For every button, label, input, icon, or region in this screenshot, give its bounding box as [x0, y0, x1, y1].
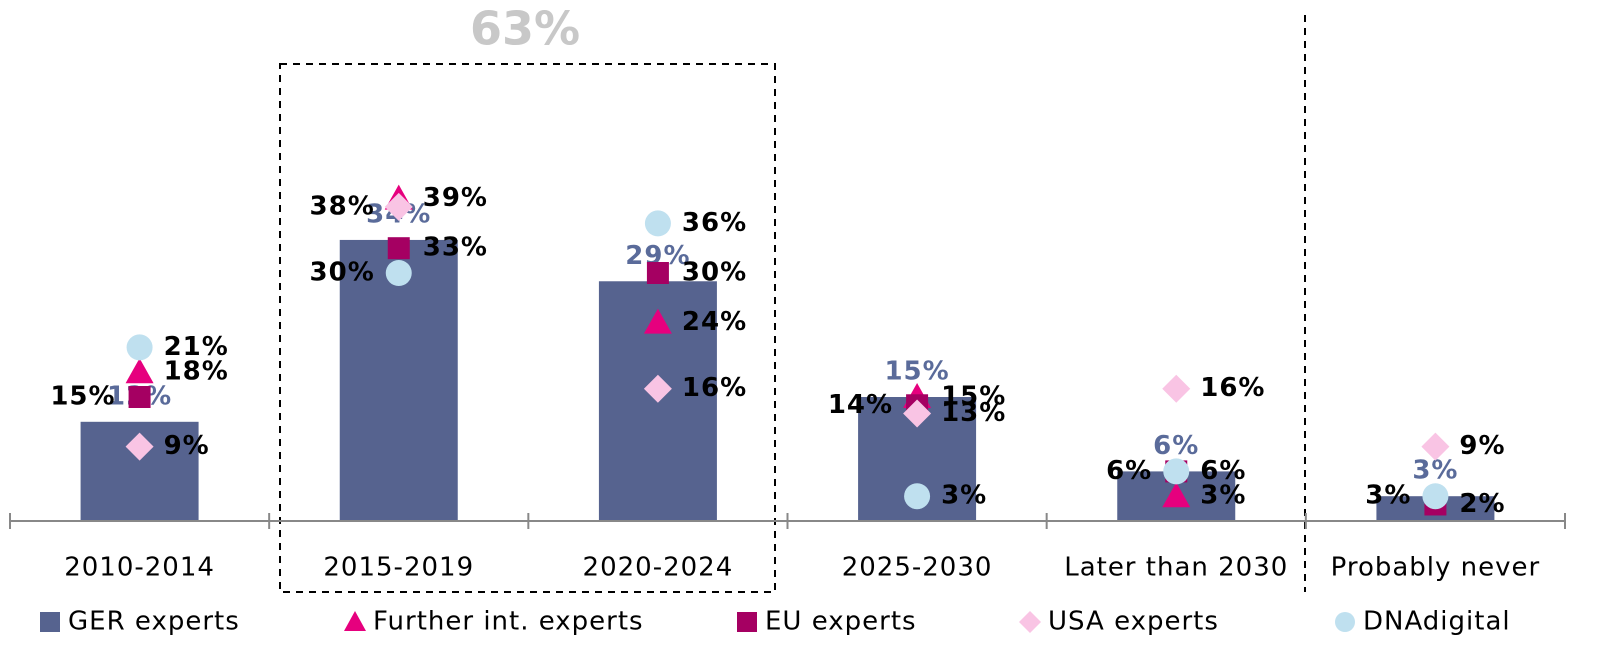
- legend-label: GER experts: [68, 607, 240, 637]
- value-label: 3%: [1200, 481, 1246, 511]
- value-label: 33%: [423, 233, 488, 263]
- legend-swatch: [1019, 611, 1041, 633]
- marker: [644, 210, 671, 237]
- value-label: 24%: [682, 307, 747, 337]
- x-tick-label: Probably never: [1331, 553, 1541, 583]
- x-tick-label: 2015-2019: [323, 553, 474, 583]
- value-label: 6%: [1106, 456, 1152, 486]
- marker: [904, 483, 931, 510]
- marker: [1162, 374, 1191, 403]
- x-tick-label: 2020-2024: [583, 553, 734, 583]
- value-label: 15%: [50, 382, 115, 412]
- value-label: 3%: [1365, 481, 1411, 511]
- marker: [646, 262, 669, 284]
- legend-label: Further int. experts: [373, 607, 644, 637]
- marker: [643, 374, 672, 403]
- value-label: 9%: [1459, 431, 1505, 461]
- marker: [1421, 432, 1450, 461]
- value-label: 36%: [682, 208, 747, 238]
- value-label: 14%: [828, 390, 893, 420]
- value-label: 6%: [1200, 456, 1246, 486]
- marker: [126, 334, 153, 361]
- value-label: 39%: [423, 183, 488, 213]
- marker: [125, 358, 154, 384]
- x-tick-label: 2025-2030: [842, 553, 993, 583]
- x-tick-label: Later than 2030: [1064, 553, 1288, 583]
- marker: [643, 308, 672, 334]
- value-label: 16%: [1200, 373, 1265, 403]
- legend-swatch: [40, 612, 60, 632]
- value-label: 30%: [682, 258, 747, 288]
- annotation: 63%: [470, 2, 580, 56]
- marker: [128, 386, 151, 408]
- value-label: 9%: [164, 431, 210, 461]
- value-label: 38%: [310, 191, 375, 221]
- value-label: 30%: [310, 258, 375, 288]
- marker: [125, 432, 154, 461]
- value-label: 13%: [941, 398, 1006, 428]
- legend-label: USA experts: [1048, 607, 1219, 637]
- marker: [384, 192, 413, 221]
- marker: [385, 260, 412, 286]
- value-label: 16%: [682, 373, 747, 403]
- marker: [903, 399, 932, 428]
- marker: [1422, 483, 1449, 510]
- x-tick-label: 2010-2014: [64, 553, 215, 583]
- value-label: 2%: [1459, 489, 1505, 519]
- value-label: 6%: [1153, 431, 1199, 461]
- value-label: 15%: [884, 357, 949, 387]
- legend-swatch: [1335, 612, 1355, 632]
- group-box: [279, 63, 776, 593]
- bar: [339, 239, 458, 521]
- value-label: 18%: [164, 357, 229, 387]
- value-label: 3%: [941, 481, 987, 511]
- marker: [387, 237, 410, 260]
- value-label: 15%: [941, 382, 1006, 412]
- legend-swatch: [737, 612, 757, 632]
- legend-swatch: [344, 611, 366, 631]
- legend-label: EU experts: [765, 607, 917, 637]
- marker: [1162, 482, 1191, 508]
- value-label: 3%: [1412, 456, 1458, 486]
- value-label: 21%: [164, 332, 229, 362]
- marker: [1163, 458, 1190, 485]
- legend-label: DNAdigital: [1363, 607, 1511, 637]
